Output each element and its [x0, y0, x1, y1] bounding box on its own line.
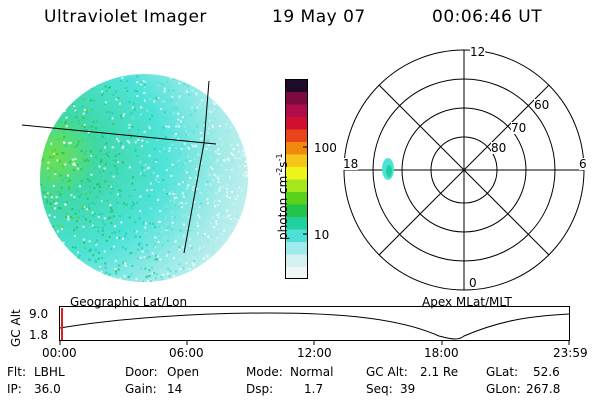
- colorbar-cell: [285, 154, 308, 167]
- meridian-line: [183, 80, 210, 254]
- gc-alt-label: GC Alt:: [366, 365, 408, 379]
- filter-label: Flt:: [7, 365, 26, 379]
- colorbar-cell: [285, 179, 308, 192]
- gain-value: 14: [167, 382, 183, 396]
- dsp-label: Dsp:: [246, 382, 274, 396]
- colorbar-tick-10: 10: [314, 228, 330, 242]
- aurora-disk: [40, 74, 248, 282]
- time-tick-2359: 23:59: [553, 346, 588, 360]
- glat-value: 52.6: [533, 365, 560, 379]
- time-tick-1800: 18:00: [424, 346, 459, 360]
- gain-label: Gain:: [125, 382, 157, 396]
- time-label: 00:06:46 UT: [432, 7, 543, 27]
- glat-label: GLat:: [486, 365, 519, 379]
- ip-value: 36.0: [34, 382, 61, 396]
- orbit-altitude-plot: [59, 306, 570, 345]
- geographic-image: [21, 74, 248, 282]
- door-label: Door:: [125, 365, 158, 379]
- gc-alt-value: 2.1 Re: [420, 365, 459, 379]
- colorbar-cell: [285, 79, 308, 92]
- dsp-value: 1.7: [304, 382, 324, 396]
- mode-label: Mode:: [246, 365, 283, 379]
- glon-value: 267.8: [526, 382, 561, 396]
- mlat-label-60: 60: [534, 98, 550, 112]
- orbit-y-tick-min: 1.8: [29, 328, 49, 342]
- colorbar: [285, 79, 308, 280]
- orbit-y-label: GC Alt: [9, 309, 23, 347]
- colorbar-cell: [285, 104, 308, 117]
- colorbar-tick-100: 100: [314, 141, 337, 155]
- time-tick-0600: 06:00: [169, 346, 204, 360]
- ip-label: IP:: [7, 382, 22, 396]
- colorbar-cell: [285, 116, 308, 130]
- longitude-line: [21, 124, 217, 145]
- colorbar-cell: [285, 141, 308, 155]
- mlt-line-diag2: [378, 84, 550, 256]
- colorbar-cell: [285, 266, 308, 280]
- colorbar-cell: [285, 216, 308, 230]
- altitude-curve: [59, 312, 570, 340]
- colorbar-cell: [285, 229, 308, 242]
- glon-label: GLon:: [486, 382, 521, 396]
- mlat-label-80: 80: [491, 141, 507, 155]
- mlt-label-6: 6: [579, 157, 587, 171]
- instrument-title: Ultraviolet Imager: [44, 7, 207, 27]
- colorbar-cell: [285, 166, 308, 180]
- colorbar-cell: [285, 204, 308, 217]
- door-value: Open: [167, 365, 200, 379]
- time-tick-0000: 00:00: [42, 346, 77, 360]
- filter-value: LBHL: [34, 365, 65, 379]
- geographic-projection-label: Geographic Lat/Lon: [70, 295, 188, 309]
- colorbar-cell: [285, 241, 308, 255]
- mode-value: Normal: [290, 365, 334, 379]
- seq-value: 39: [400, 382, 416, 396]
- colorbar-cell: [285, 91, 308, 105]
- colorbar-cell: [285, 129, 308, 142]
- mlt-label-0: 0: [469, 276, 477, 290]
- date-label: 19 May 07: [272, 7, 366, 27]
- polar-plot: [343, 49, 585, 291]
- mlt-label-18: 18: [343, 157, 359, 171]
- colorbar-cell: [285, 191, 308, 205]
- mlt-label-12: 12: [470, 45, 486, 59]
- time-tick-1200: 12:00: [297, 346, 332, 360]
- mlat-label-70: 70: [511, 121, 527, 135]
- seq-label: Seq:: [366, 382, 393, 396]
- aurora-spot: [382, 158, 394, 180]
- colorbar-unit-label: photon cm-2s-1: [275, 153, 290, 240]
- apex-projection-label: Apex MLat/MLT: [422, 295, 512, 309]
- colorbar-cell: [285, 254, 308, 267]
- orbit-y-tick-max: 9.0: [29, 307, 49, 321]
